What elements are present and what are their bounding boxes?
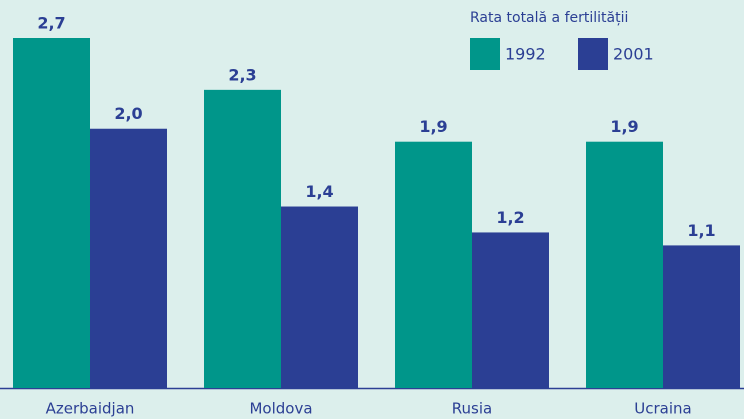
data-label: 2,0	[114, 104, 142, 123]
data-label: 1,4	[305, 182, 333, 201]
x-tick-label: Rusia	[452, 400, 492, 418]
bar	[90, 128, 167, 389]
data-label: 1,1	[687, 221, 715, 240]
legend-swatch	[578, 38, 608, 70]
bar	[13, 38, 90, 388]
data-label: 2,3	[228, 65, 256, 84]
data-label: 1,2	[496, 208, 524, 227]
data-label: 1,9	[419, 117, 447, 136]
x-tick-label: Azerbaidjan	[46, 400, 135, 418]
bar	[472, 232, 549, 388]
legend-label: 1992	[505, 45, 546, 64]
bar	[586, 141, 663, 388]
data-label: 1,9	[610, 117, 638, 136]
x-tick-label: Moldova	[249, 400, 312, 418]
bar	[204, 89, 281, 388]
bar	[663, 245, 740, 388]
legend-title: Rata totală a fertilității	[470, 10, 628, 26]
x-tick-label: Ucraina	[634, 400, 691, 418]
data-label: 2,7	[37, 14, 65, 33]
bar	[395, 141, 472, 388]
bar	[281, 206, 358, 388]
legend-label: 2001	[613, 45, 654, 64]
legend-swatch	[470, 38, 500, 70]
